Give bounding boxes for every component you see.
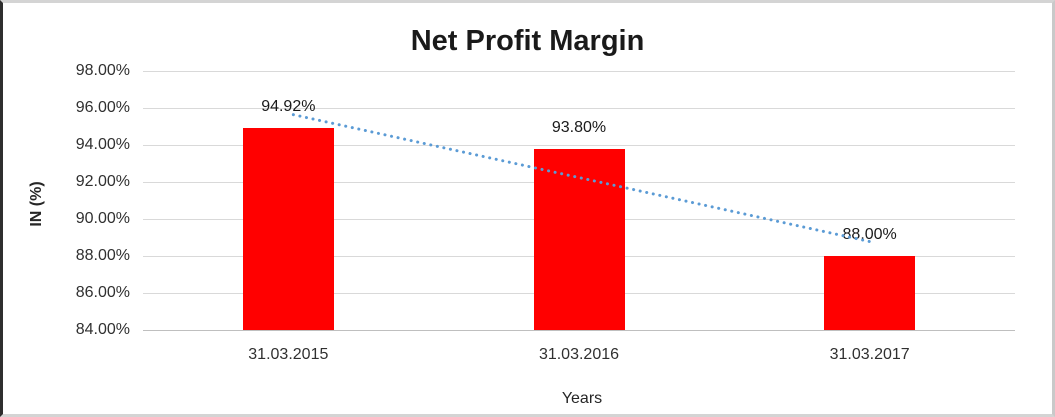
x-tick-label: 31.03.2016 xyxy=(538,346,620,363)
y-tick-label: 98.00% xyxy=(75,62,130,79)
bar-data-label: 93.80% xyxy=(551,118,607,136)
y-tick-label: 96.00% xyxy=(75,99,130,116)
gridline xyxy=(143,330,1015,331)
bar-data-label: 88.00% xyxy=(842,226,897,243)
y-tick-label: 86.00% xyxy=(75,284,130,301)
x-tick-label: 31.03.2017 xyxy=(829,346,910,363)
bar xyxy=(533,148,625,330)
y-tick-label: 90.00% xyxy=(75,210,130,227)
y-tick-label: 94.00% xyxy=(75,136,130,153)
bar xyxy=(242,127,334,330)
y-tick-label: 92.00% xyxy=(75,173,130,190)
gridline xyxy=(143,108,1015,109)
x-axis-title: Years xyxy=(561,390,603,407)
gridline xyxy=(143,71,1015,72)
x-tick-label: 31.03.2015 xyxy=(248,346,329,363)
y-tick-label: 84.00% xyxy=(75,321,130,338)
bar xyxy=(824,256,916,330)
chart-title: Net Profit Margin xyxy=(410,25,645,57)
bar-data-label: 94.92% xyxy=(261,97,316,115)
y-tick-label: 88.00% xyxy=(75,247,130,264)
